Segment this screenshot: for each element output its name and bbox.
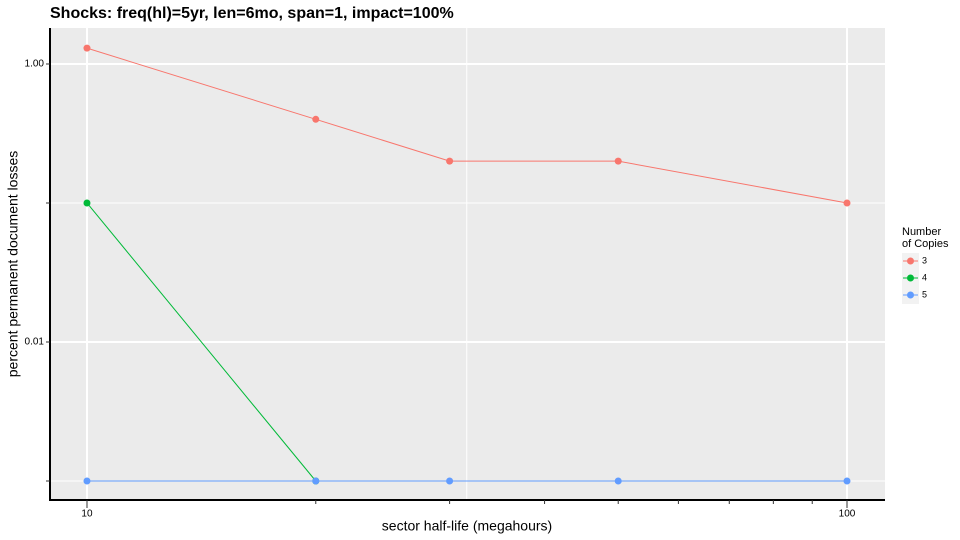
- point: [843, 477, 851, 485]
- series-line: [86, 202, 317, 482]
- point: [614, 477, 622, 485]
- x-tick-label: 100: [839, 509, 856, 520]
- point: [312, 115, 320, 123]
- point: [83, 199, 91, 207]
- point: [83, 44, 91, 52]
- legend-point: [907, 291, 914, 299]
- legend-title: Number: [902, 226, 941, 238]
- y-axis-label: percent permanent document losses: [5, 151, 21, 377]
- point: [83, 477, 91, 485]
- x-tick-label: 10: [81, 509, 93, 520]
- point: [614, 157, 622, 165]
- chart-title: Shocks: freq(hl)=5yr, len=6mo, span=1, i…: [50, 5, 454, 22]
- y-tick-label: 0.01: [25, 337, 45, 348]
- point: [312, 477, 320, 485]
- legend-point: [907, 257, 914, 265]
- legend-title: of Copies: [902, 238, 949, 250]
- legend-label: 4: [922, 272, 927, 282]
- y-tick-label: 1.00: [25, 59, 45, 70]
- legend-label: 3: [922, 255, 927, 265]
- panel: [50, 28, 885, 500]
- point: [446, 157, 454, 165]
- legend-point: [907, 274, 914, 282]
- legend-label: 5: [922, 289, 927, 299]
- point: [843, 199, 851, 207]
- x-axis-label: sector half-life (megahours): [382, 518, 552, 534]
- point: [446, 477, 454, 485]
